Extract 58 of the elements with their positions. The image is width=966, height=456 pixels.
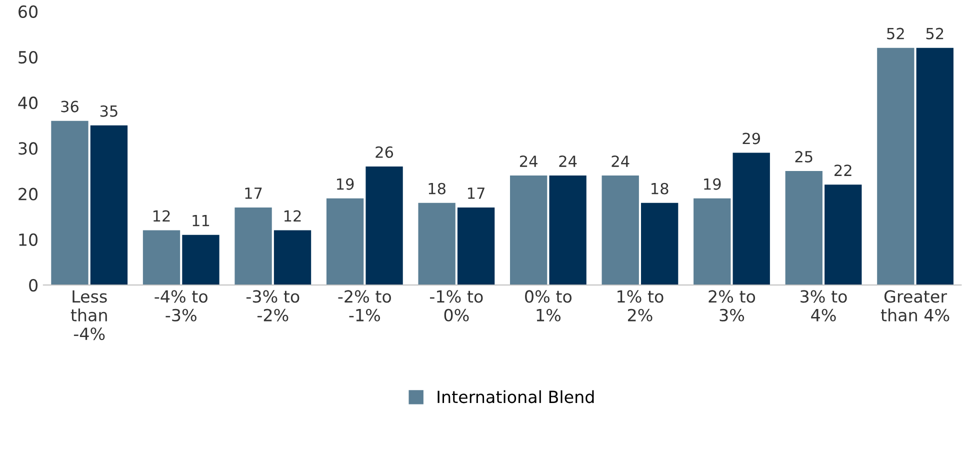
x-tick-label: 2% to 3% — [708, 290, 756, 322]
bar — [785, 171, 822, 285]
bar — [824, 184, 862, 285]
y-tick-label: 30 — [18, 142, 38, 155]
data-label: 12 — [153, 210, 170, 222]
bar — [182, 234, 220, 285]
data-label: 36 — [61, 100, 78, 112]
data-label: 24 — [520, 155, 538, 167]
data-label: 19 — [704, 178, 721, 190]
bar — [90, 125, 128, 285]
y-tick-label: 50 — [18, 50, 38, 64]
bar — [877, 48, 914, 285]
x-tick-label: -1% to 0% — [430, 290, 483, 322]
y-tick-label: 10 — [19, 233, 38, 246]
data-label: 18 — [428, 182, 446, 194]
bar — [549, 176, 586, 285]
y-tick-label: 20 — [18, 188, 38, 200]
y-tick-label: 60 — [18, 5, 38, 18]
bar — [732, 152, 770, 285]
bar — [326, 198, 364, 285]
bar — [142, 230, 180, 285]
bar — [234, 207, 272, 285]
data-label: 11 — [192, 214, 210, 226]
bar — [694, 198, 731, 285]
data-label: 24 — [612, 155, 630, 167]
data-label: 52 — [887, 28, 904, 40]
bar — [457, 207, 495, 285]
bar — [510, 176, 548, 285]
bar — [366, 166, 403, 285]
data-label: 17 — [468, 188, 484, 199]
data-label: 12 — [284, 210, 301, 222]
bar — [602, 176, 639, 285]
bar — [641, 202, 678, 285]
bar — [418, 202, 456, 285]
bar — [51, 120, 88, 285]
bar — [274, 230, 312, 285]
x-tick-label: -3% to -2% — [246, 290, 300, 322]
x-tick-label: Greater than 4% — [880, 290, 950, 322]
x-tick-label: 0% to 1% — [525, 290, 572, 322]
data-label: 25 — [795, 150, 812, 162]
y-tick-label: 40 — [18, 96, 38, 110]
x-tick-label: 1% to 2% — [618, 290, 664, 322]
bar — [916, 48, 954, 285]
data-label: 52 — [926, 28, 944, 40]
data-label: 17 — [245, 188, 262, 199]
x-tick-label: -4% to -3% — [154, 290, 208, 322]
data-label: 19 — [337, 178, 354, 190]
y-tick-label: 0 — [29, 278, 38, 292]
data-label: 29 — [742, 132, 760, 144]
data-label: 35 — [100, 105, 118, 117]
legend-label: International Blend — [438, 390, 594, 404]
x-tick-label: 3% to 4% — [800, 290, 847, 322]
x-tick-label: -2% to -1% — [338, 290, 391, 322]
x-tick-label: Less than -4% — [70, 290, 107, 340]
data-label: 22 — [834, 164, 852, 176]
data-label: 18 — [652, 182, 668, 194]
data-label: 26 — [376, 146, 394, 158]
data-label: 24 — [559, 155, 577, 167]
